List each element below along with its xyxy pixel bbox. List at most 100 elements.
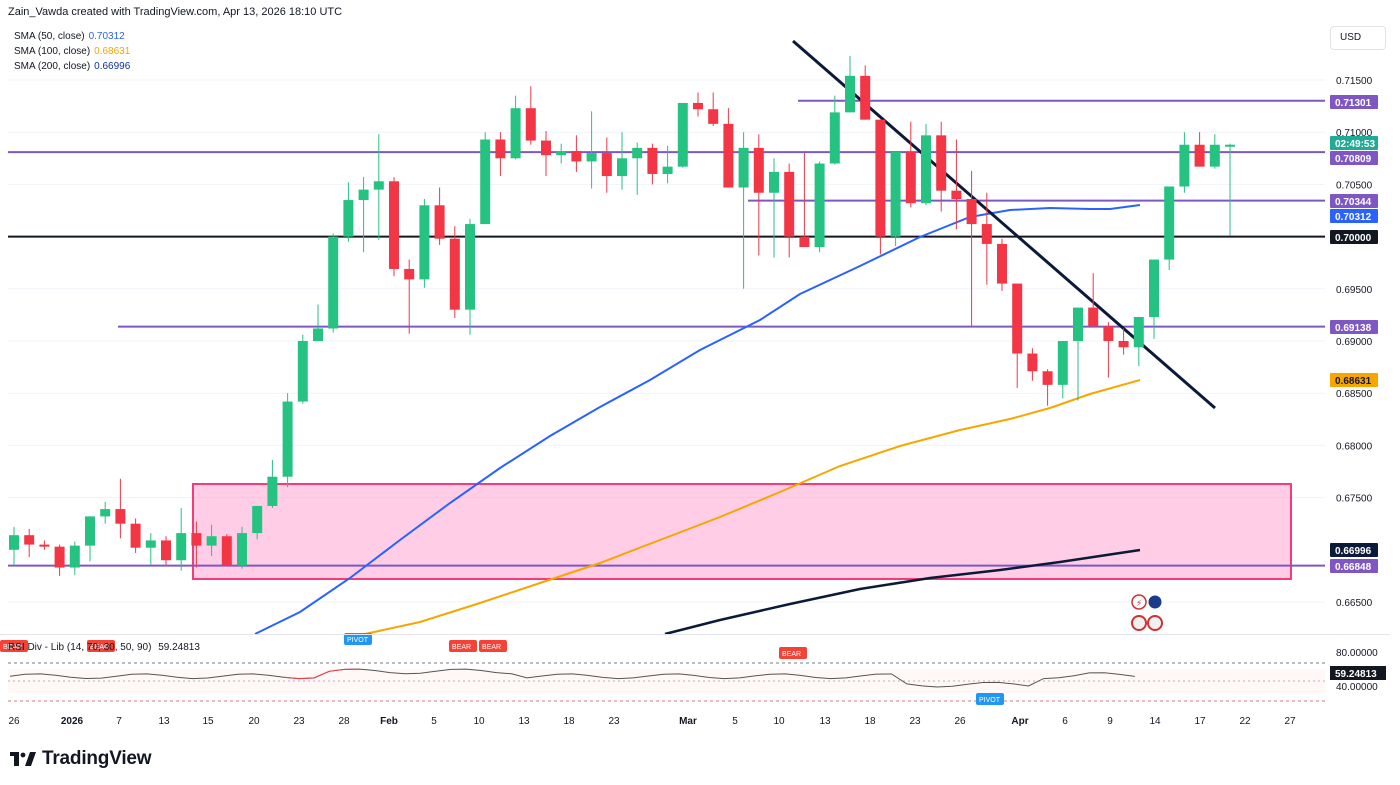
price-label-text: 0.66848 <box>1335 562 1372 573</box>
candle-body <box>419 205 430 280</box>
candle-body <box>434 205 445 239</box>
price-tick-label: 0.70500 <box>1336 180 1373 191</box>
tradingview-logo[interactable]: TradingView <box>10 748 152 770</box>
price-grid <box>8 79 1325 603</box>
demand-zone[interactable] <box>192 483 1292 580</box>
price-label-0.66848[interactable]: 0.66848 <box>1330 559 1378 573</box>
candle-body <box>921 135 931 204</box>
price-label-bg <box>1330 209 1378 223</box>
rsi-axis-label: 40.00000 <box>1336 682 1378 693</box>
price-label-02:49:53[interactable]: 02:49:53 <box>1330 136 1378 150</box>
us-flag-icon-2[interactable] <box>1147 615 1163 631</box>
candle-body <box>556 150 567 156</box>
time-tick-label: 23 <box>293 716 305 727</box>
candle-body <box>693 102 703 110</box>
time-tick-label: Apr <box>1011 716 1028 727</box>
candle-body <box>845 75 855 113</box>
legend-sma100-value: 0.68631 <box>94 46 131 57</box>
candle-body <box>389 181 399 269</box>
legend-sma200[interactable]: SMA (200, close) 0.66996 <box>14 59 130 74</box>
legend-sma100[interactable]: SMA (100, close) 0.68631 <box>14 44 130 59</box>
candle-body <box>617 158 627 177</box>
time-tick-label: 6 <box>1062 716 1068 727</box>
rsi-badge-bear[interactable]: BEAR <box>479 640 507 652</box>
price-label-text: 0.66996 <box>1335 546 1372 557</box>
svg-text:⚡: ⚡ <box>1136 599 1142 609</box>
candle-body <box>404 268 415 280</box>
candle-body <box>495 139 506 159</box>
candle-body <box>206 536 217 546</box>
rsi-badge-bear[interactable]: BEAR <box>779 647 807 659</box>
price-tick-label: 0.68500 <box>1336 389 1373 400</box>
horizontal-levels[interactable] <box>8 99 1325 567</box>
candle-body <box>662 166 673 174</box>
price-label-text: 0.71301 <box>1335 98 1372 109</box>
rsi-badge-bear[interactable]: BEAR <box>0 640 28 652</box>
candle-body <box>1042 371 1053 385</box>
candle-body <box>981 224 992 244</box>
moving-averages <box>254 204 1141 636</box>
rsi-badge-text: PIVOT <box>979 697 1001 704</box>
sma200-line <box>664 548 1141 636</box>
price-label-0.66996[interactable]: 0.66996 <box>1330 543 1378 557</box>
price-label-0.71301[interactable]: 0.71301 <box>1330 95 1378 109</box>
candle-body <box>145 540 156 548</box>
legend-sma50[interactable]: SMA (50, close) 0.70312 <box>14 29 130 44</box>
candle-body <box>586 153 597 162</box>
currency-selector-button[interactable]: USD <box>1330 26 1386 50</box>
candle-body <box>1088 307 1099 327</box>
rsi-badge-pivot[interactable]: PIVOT <box>976 693 1004 705</box>
time-tick-label: 13 <box>158 716 170 727</box>
time-tick-label: 14 <box>1149 716 1161 727</box>
candle-body <box>252 505 263 534</box>
trendline-down[interactable] <box>792 39 1216 410</box>
candle-body <box>237 533 247 566</box>
lightning-event-icon[interactable] <box>1131 594 1147 610</box>
candle-body <box>328 236 339 329</box>
rsi-legend[interactable]: RSI Div - Lib (14, 70, 30, 50, 90) 59.24… <box>8 642 200 653</box>
time-tick-label: 7 <box>116 716 122 727</box>
candle-body <box>677 102 688 167</box>
australia-flag-icon[interactable] <box>1147 594 1163 610</box>
rsi-title: RSI Div - Lib (14, 70, 30, 50, 90) <box>8 642 152 653</box>
indicator-legend[interactable]: SMA (50, close) 0.70312 SMA (100, close)… <box>14 29 130 74</box>
rsi-badge-pivot[interactable]: PIVOT <box>344 633 372 645</box>
pane-separator[interactable] <box>0 634 1390 635</box>
candle-body <box>601 153 612 177</box>
price-label-bg <box>1330 373 1378 387</box>
rsi-value-label: 59.24813 <box>1335 669 1377 680</box>
candle-body <box>769 171 779 193</box>
candle-body <box>525 108 536 141</box>
price-label-0.68631[interactable]: 0.68631 <box>1330 373 1378 387</box>
time-tick-label: 15 <box>202 716 214 727</box>
chart-header-title: Zain_Vawda created with TradingView.com,… <box>8 6 343 18</box>
time-axis[interactable]: 26 2026 7 13 15 20 23 28 Feb 5 10 13 18 23 Mar 5 10 13 18 2… <box>8 716 1296 727</box>
sma100-line <box>364 379 1141 635</box>
price-label-text: 0.70000 <box>1335 233 1372 244</box>
price-axis[interactable]: 0.71500 0.71000 0.70500 0.69500 0.69000 0.685… <box>1330 76 1378 609</box>
price-label-0.69138[interactable]: 0.69138 <box>1330 320 1378 334</box>
candle-body <box>9 535 19 550</box>
price-label-0.70000[interactable]: 0.70000 <box>1330 230 1378 244</box>
rsi-badge-bear[interactable]: BEAR <box>87 640 115 652</box>
event-flag-icons[interactable]: ⚡ <box>1131 594 1163 631</box>
rsi-badge-text: BEAR <box>782 651 801 658</box>
legend-sma200-label: SMA (200, close) <box>14 61 91 72</box>
price-tick-label: 0.68000 <box>1336 441 1373 452</box>
candle-body <box>1012 283 1023 354</box>
price-label-0.70344[interactable]: 0.70344 <box>1330 194 1378 208</box>
price-label-0.70312[interactable]: 0.70312 <box>1330 209 1378 223</box>
candle-body <box>571 150 582 162</box>
price-label-0.70809[interactable]: 0.70809 <box>1330 151 1378 165</box>
price-label-bg <box>1330 151 1378 165</box>
time-tick-label: 10 <box>773 716 785 727</box>
us-flag-icon-1[interactable] <box>1131 615 1147 631</box>
rsi-badge-bear[interactable]: BEAR <box>449 640 477 652</box>
candle-body <box>373 181 384 190</box>
candle-body <box>541 140 551 156</box>
candle-body <box>829 112 840 164</box>
candle-body <box>1027 353 1038 372</box>
rsi-pane[interactable]: 80.00000 40.00000 59.24813 PIVOT BEAR BEAR BEA… <box>0 633 1386 705</box>
